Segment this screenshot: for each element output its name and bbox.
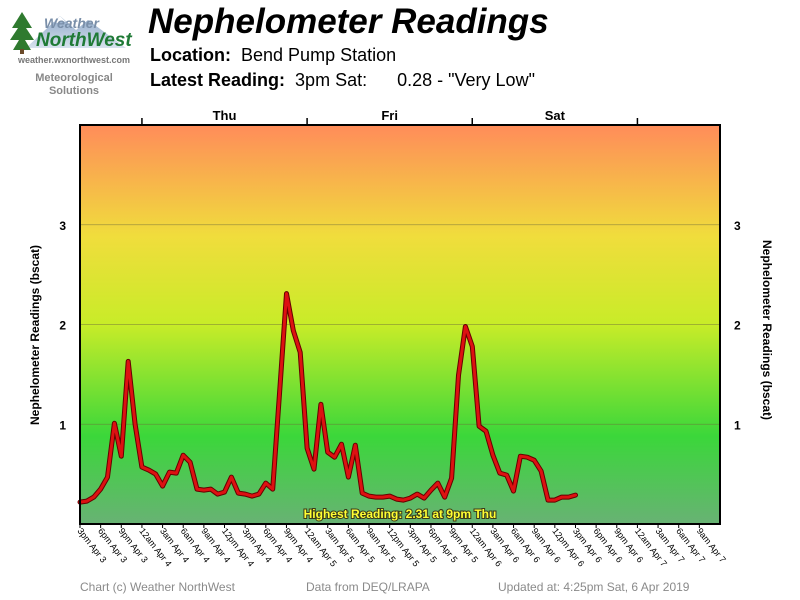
y-tick-label-right-2: 2 <box>734 319 741 333</box>
highest-reading-annotation: Highest Reading: 2.31 at 9pm Thu <box>304 507 497 521</box>
y-ticks-left: 1 2 3 <box>59 219 66 433</box>
y-ticks-right: 1 2 3 <box>734 219 741 433</box>
latest-value: 0.28 - "Very Low" <box>397 70 535 90</box>
logo-brand-bottom: NorthWest <box>36 30 132 51</box>
location-label: Location: <box>150 45 231 65</box>
day-label-thu: Thu <box>213 108 237 123</box>
y-tick-label-left-1: 1 <box>59 418 66 432</box>
logo-tagline-line2: Solutions <box>48 85 100 97</box>
series-group <box>77 291 578 505</box>
location-line: Location: Bend Pump Station <box>150 45 396 66</box>
y-axis-label-right: Nephelometer Readings (bscat) <box>760 240 774 420</box>
pine-tree-icon <box>10 12 34 54</box>
footer-source: Data from DEQ/LRAPA <box>306 580 430 594</box>
day-label-sat: Sat <box>545 108 566 123</box>
logo-url: weather.wxnorthwest.com <box>17 55 131 65</box>
logo-brand-top: Weather <box>44 15 101 31</box>
latest-reading-line: Latest Reading: 3pm Sat: 0.28 - "Very Lo… <box>150 70 535 91</box>
latest-label: Latest Reading: <box>150 70 286 90</box>
logo: Weather NorthWest weather.wxnorthwest.co… <box>8 8 138 98</box>
nephelometer-chart: Thu Fri Sat 1 2 3 1 2 3 Nephelometer Readings … <box>28 108 774 569</box>
location-value: Bend Pump Station <box>241 45 397 65</box>
footer-updated: Updated at: 4:25pm Sat, 6 Apr 2019 <box>498 580 690 594</box>
y-tick-label-left-3: 3 <box>59 219 66 233</box>
day-boundary-ticks <box>141 118 639 125</box>
logo-tagline: Meteorological Solutions <box>8 72 140 98</box>
weather-northwest-logo: Weather NorthWest <box>10 12 132 54</box>
day-labels: Thu Fri Sat <box>213 108 566 123</box>
plot-border <box>79 124 721 525</box>
mountain-icon <box>26 16 126 48</box>
footer-copyright: Chart (c) Weather NorthWest <box>80 580 235 594</box>
latest-time: 3pm Sat: <box>295 70 368 90</box>
y-tick-label-right-1: 1 <box>734 418 741 432</box>
y-tick-label-right-3: 3 <box>734 219 741 233</box>
snowcap-icon <box>54 16 66 23</box>
gridlines <box>80 224 720 425</box>
series-line <box>78 292 577 504</box>
day-label-fri: Fri <box>381 108 398 123</box>
page-title: Nephelometer Readings <box>148 2 549 41</box>
logo-tagline-line1: Meteorological <box>35 72 113 84</box>
y-axis-label-left: Nephelometer Readings (bscat) <box>28 245 42 425</box>
y-tick-label-left-2: 2 <box>59 319 66 333</box>
